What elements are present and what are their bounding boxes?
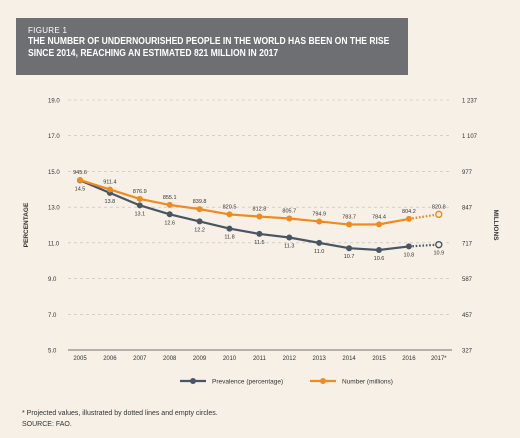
y-tick-label-left: 9.0 bbox=[48, 277, 57, 283]
data-point-prevalence bbox=[136, 202, 143, 209]
x-tick-label: 2006 bbox=[103, 356, 117, 362]
data-label-number: 783.7 bbox=[342, 215, 356, 221]
y-tick-label-left: 15.0 bbox=[48, 170, 60, 176]
data-label-prevalence: 11.5 bbox=[254, 240, 264, 246]
x-tick-label: 2010 bbox=[223, 356, 237, 362]
y-axis-title-left: PERCENTAGE bbox=[23, 202, 30, 247]
data-point-number bbox=[405, 215, 412, 222]
series-line-number bbox=[79, 179, 410, 226]
y-tick-label-right: 1 237 bbox=[462, 99, 478, 105]
legend-marker-prevalence bbox=[190, 378, 196, 384]
y-tick-label-right: 327 bbox=[462, 349, 473, 355]
data-label-prevalence: 10.7 bbox=[344, 254, 355, 260]
data-point-number bbox=[226, 211, 233, 218]
x-tick-label: 2013 bbox=[313, 356, 327, 362]
data-point-prevalence bbox=[435, 240, 443, 249]
data-label-number: 805.7 bbox=[282, 208, 296, 214]
series-line-prevalence bbox=[79, 179, 410, 252]
data-point-number bbox=[435, 210, 443, 219]
x-tick-label: 2016 bbox=[402, 356, 416, 362]
data-point-number bbox=[256, 213, 263, 220]
data-label-number: 804.2 bbox=[402, 209, 416, 215]
data-point-prevalence bbox=[256, 230, 263, 237]
y-tick-label-right: 977 bbox=[462, 170, 473, 176]
data-point-prevalence bbox=[405, 243, 412, 250]
data-point-prevalence bbox=[196, 218, 203, 225]
data-label-prevalence: 11.3 bbox=[284, 244, 294, 250]
data-label-prevalence: 11.8 bbox=[224, 235, 234, 241]
x-tick-label: 2009 bbox=[193, 356, 207, 362]
series-projected-line-number bbox=[408, 213, 439, 220]
data-label-number: 911.4 bbox=[103, 179, 116, 185]
data-label-prevalence: 10.8 bbox=[404, 252, 415, 258]
projection-footnote: * Projected values, illustrated by dotte… bbox=[22, 410, 218, 417]
data-point-number bbox=[346, 221, 353, 228]
data-point-number bbox=[316, 218, 323, 225]
y-tick-label-left: 13.0 bbox=[48, 206, 60, 212]
figure-title-line-1: THE NUMBER OF UNDERNOURISHED PEOPLE IN T… bbox=[28, 36, 390, 47]
data-label-number: 855.1 bbox=[163, 195, 177, 201]
data-label-number: 794.9 bbox=[312, 211, 326, 217]
data-point-prevalence bbox=[316, 239, 323, 246]
data-point-prevalence bbox=[346, 245, 353, 252]
y-tick-label-left: 17.0 bbox=[48, 134, 60, 140]
data-point-prevalence bbox=[226, 225, 233, 232]
data-point-number bbox=[106, 186, 113, 193]
data-label-number: 784.4 bbox=[372, 214, 386, 220]
data-point-number bbox=[376, 221, 382, 228]
source-footnote: SOURCE: FAO. bbox=[22, 421, 72, 428]
x-tick-label: 2008 bbox=[163, 356, 177, 362]
data-point-number bbox=[166, 201, 173, 208]
data-label-prevalence: 12.2 bbox=[194, 227, 205, 233]
data-label-prevalence: 12.6 bbox=[164, 220, 175, 226]
data-point-number bbox=[77, 177, 83, 184]
data-label-prevalence: 10.6 bbox=[374, 256, 385, 262]
y-tick-label-right: 457 bbox=[462, 313, 473, 319]
y-tick-label-left: 5.0 bbox=[48, 349, 57, 355]
data-point-number bbox=[286, 215, 293, 222]
data-label-number: 812.8 bbox=[253, 207, 267, 213]
x-tick-label: 2007 bbox=[133, 356, 147, 362]
data-label-prevalence: 10.9 bbox=[433, 251, 444, 257]
data-label-prevalence: 11.0 bbox=[314, 249, 324, 255]
x-tick-label: 2017* bbox=[431, 356, 447, 362]
series-projected-line-prevalence bbox=[408, 243, 439, 248]
x-tick-label: 2015 bbox=[372, 356, 386, 362]
y-tick-label-right: 847 bbox=[462, 206, 473, 212]
data-point-prevalence bbox=[166, 211, 173, 218]
y-tick-label-right: 587 bbox=[462, 277, 473, 283]
y-tick-label-left: 19.0 bbox=[48, 99, 60, 105]
y-tick-label-left: 11.0 bbox=[48, 241, 60, 247]
legend-marker-number bbox=[320, 378, 326, 384]
data-label-number: 820.5 bbox=[223, 204, 237, 210]
figure-title-line-2: SINCE 2014, REACHING AN ESTIMATED 821 MI… bbox=[28, 48, 279, 59]
data-point-number bbox=[136, 195, 143, 202]
data-point-prevalence bbox=[376, 247, 382, 253]
x-tick-label: 2014 bbox=[342, 356, 356, 362]
y-axis-title-right: MILLIONS bbox=[492, 209, 499, 241]
y-tick-label-right: 717 bbox=[462, 241, 473, 247]
figure-title: THE NUMBER OF UNDERNOURISHED PEOPLE IN T… bbox=[28, 36, 406, 60]
data-point-number bbox=[196, 206, 203, 213]
x-tick-label: 2005 bbox=[73, 356, 87, 362]
data-label-prevalence: 13.8 bbox=[105, 199, 116, 205]
legend-label-prevalence: Prevalence (percentage) bbox=[212, 379, 283, 386]
data-label-number: 839.8 bbox=[193, 199, 207, 205]
data-label-number: 820.8 bbox=[432, 204, 446, 210]
x-tick-label: 2012 bbox=[283, 356, 297, 362]
legend-label-number: Number (millions) bbox=[342, 379, 393, 386]
data-point-prevalence bbox=[286, 234, 293, 241]
data-label-prevalence: 14.5 bbox=[75, 186, 86, 192]
figure-label: FIGURE 1 bbox=[28, 26, 68, 35]
data-label-number: 876.9 bbox=[133, 189, 147, 195]
y-tick-label-left: 7.0 bbox=[48, 313, 57, 319]
data-label-number: 945.6 bbox=[73, 170, 87, 176]
data-label-prevalence: 13.1 bbox=[134, 211, 145, 217]
x-tick-label: 2011 bbox=[253, 356, 267, 362]
figure-header: FIGURE 1 THE NUMBER OF UNDERNOURISHED PE… bbox=[16, 18, 408, 75]
y-tick-label-right: 1 107 bbox=[462, 134, 478, 140]
